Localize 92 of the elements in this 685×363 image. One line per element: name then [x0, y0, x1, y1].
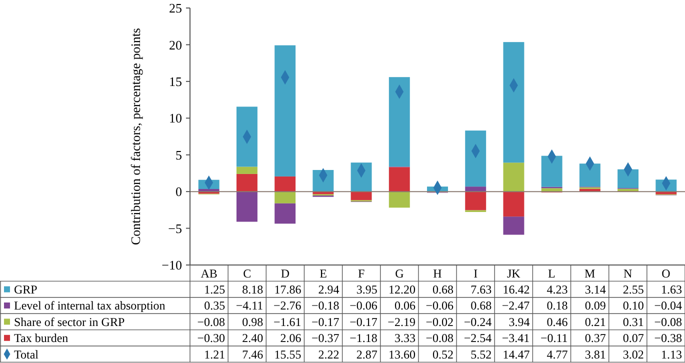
y-tick-label: 20: [169, 37, 182, 52]
data-label: 4.77: [546, 347, 568, 362]
data-label: 17.86: [274, 282, 302, 296]
data-label: 2.94: [318, 282, 340, 296]
data-label: 0.09: [584, 298, 606, 313]
data-label: −4.11: [236, 298, 264, 313]
data-label: −0.08: [426, 331, 454, 346]
y-tick-label: 0: [176, 184, 182, 200]
x-tick-label: D: [280, 266, 290, 280]
y-axis-title: Contribution of factors, percentage points: [128, 28, 143, 245]
data-label: 0.46: [546, 314, 568, 329]
legend-label: Level of internal tax absorption: [14, 298, 166, 313]
y-tick-label: 25: [169, 0, 182, 16]
data-label: 13.60: [388, 347, 416, 362]
data-label: −0.04: [654, 298, 682, 313]
data-label: −0.02: [426, 314, 454, 329]
data-label: 14.47: [502, 347, 530, 362]
data-label: 0.68: [432, 282, 454, 296]
data-label: 1.63: [661, 282, 682, 296]
legend-label: Total: [14, 347, 40, 362]
y-tick-label: 10: [169, 110, 182, 126]
x-tick-label: G: [395, 266, 404, 280]
data-label: 0.37: [584, 331, 606, 346]
data-label: 0.31: [622, 314, 644, 329]
data-label: −2.19: [388, 314, 416, 329]
data-label: 2.22: [318, 347, 340, 362]
data-label: 1.21: [204, 347, 226, 362]
data-label: −0.37: [312, 331, 340, 346]
legend-label: Share of sector in GRP: [14, 314, 125, 329]
data-label: −0.17: [312, 314, 340, 329]
data-label: −2.76: [273, 298, 302, 313]
data-label: 0.52: [432, 347, 454, 362]
data-label: 4.23: [546, 282, 568, 296]
legend-label: GRP: [14, 282, 38, 296]
data-label: 0.07: [622, 331, 644, 346]
data-label: 0.35: [204, 298, 226, 313]
x-tick-label: F: [358, 266, 365, 280]
data-label: 15.55: [274, 347, 302, 362]
data-label: 0.21: [584, 314, 606, 329]
data-label: 1.25: [204, 282, 226, 296]
y-tick-label: −5: [168, 220, 182, 236]
data-label: 0.18: [546, 298, 568, 313]
x-tick-label: L: [548, 266, 556, 280]
legend-label: Tax burden: [14, 331, 68, 346]
data-label: 2.87: [356, 347, 378, 362]
data-label: 3.14: [584, 282, 606, 296]
data-label: −0.24: [464, 314, 492, 329]
data-label: 7.46: [242, 347, 264, 362]
data-label: −0.18: [312, 298, 340, 313]
data-label: 1.13: [661, 347, 682, 362]
data-label: −0.08: [654, 314, 682, 329]
data-label: −1.18: [350, 331, 378, 346]
y-tick-label: 5: [176, 147, 182, 162]
x-tick-label: H: [433, 266, 442, 280]
data-label: 2.06: [280, 331, 302, 346]
data-label: 2.55: [622, 282, 644, 296]
data-label: −0.06: [350, 298, 378, 313]
data-label: 3.02: [622, 347, 644, 362]
data-label: 7.63: [470, 282, 492, 296]
data-label: 5.52: [470, 347, 492, 362]
data-label: 0.98: [242, 314, 264, 329]
x-tick-label: N: [624, 266, 633, 280]
data-label: −0.11: [540, 331, 568, 346]
x-tick-label: I: [474, 266, 478, 280]
x-tick-label: AB: [200, 266, 218, 280]
data-label: 3.33: [394, 331, 416, 346]
data-label: −1.61: [273, 314, 302, 329]
data-label: 3.81: [584, 347, 606, 362]
y-tick-label: −10: [162, 258, 182, 273]
x-tick-label: O: [662, 266, 671, 280]
data-label: 2.40: [242, 331, 264, 346]
data-label: −0.08: [197, 314, 226, 329]
data-label: 3.94: [508, 314, 530, 329]
data-label: 0.68: [470, 298, 492, 313]
data-label: 3.95: [356, 282, 378, 296]
data-label: −3.41: [502, 331, 530, 346]
y-tick-label: 15: [169, 74, 182, 89]
data-label: 16.42: [502, 282, 530, 296]
x-tick-label: E: [320, 266, 327, 280]
x-tick-label: C: [243, 266, 252, 280]
data-label: 8.18: [242, 282, 264, 296]
data-label: 0.10: [622, 298, 644, 313]
x-tick-label: JK: [506, 266, 521, 280]
data-label: 12.20: [388, 282, 416, 296]
data-label: −2.47: [502, 298, 530, 313]
x-tick-label: M: [584, 266, 596, 280]
data-label: −0.38: [654, 331, 682, 346]
data-label: −0.06: [426, 298, 454, 313]
data-label: −0.17: [350, 314, 378, 329]
data-label: 0.06: [394, 298, 416, 313]
data-label: −2.54: [464, 331, 492, 346]
data-label: −0.30: [197, 331, 226, 346]
